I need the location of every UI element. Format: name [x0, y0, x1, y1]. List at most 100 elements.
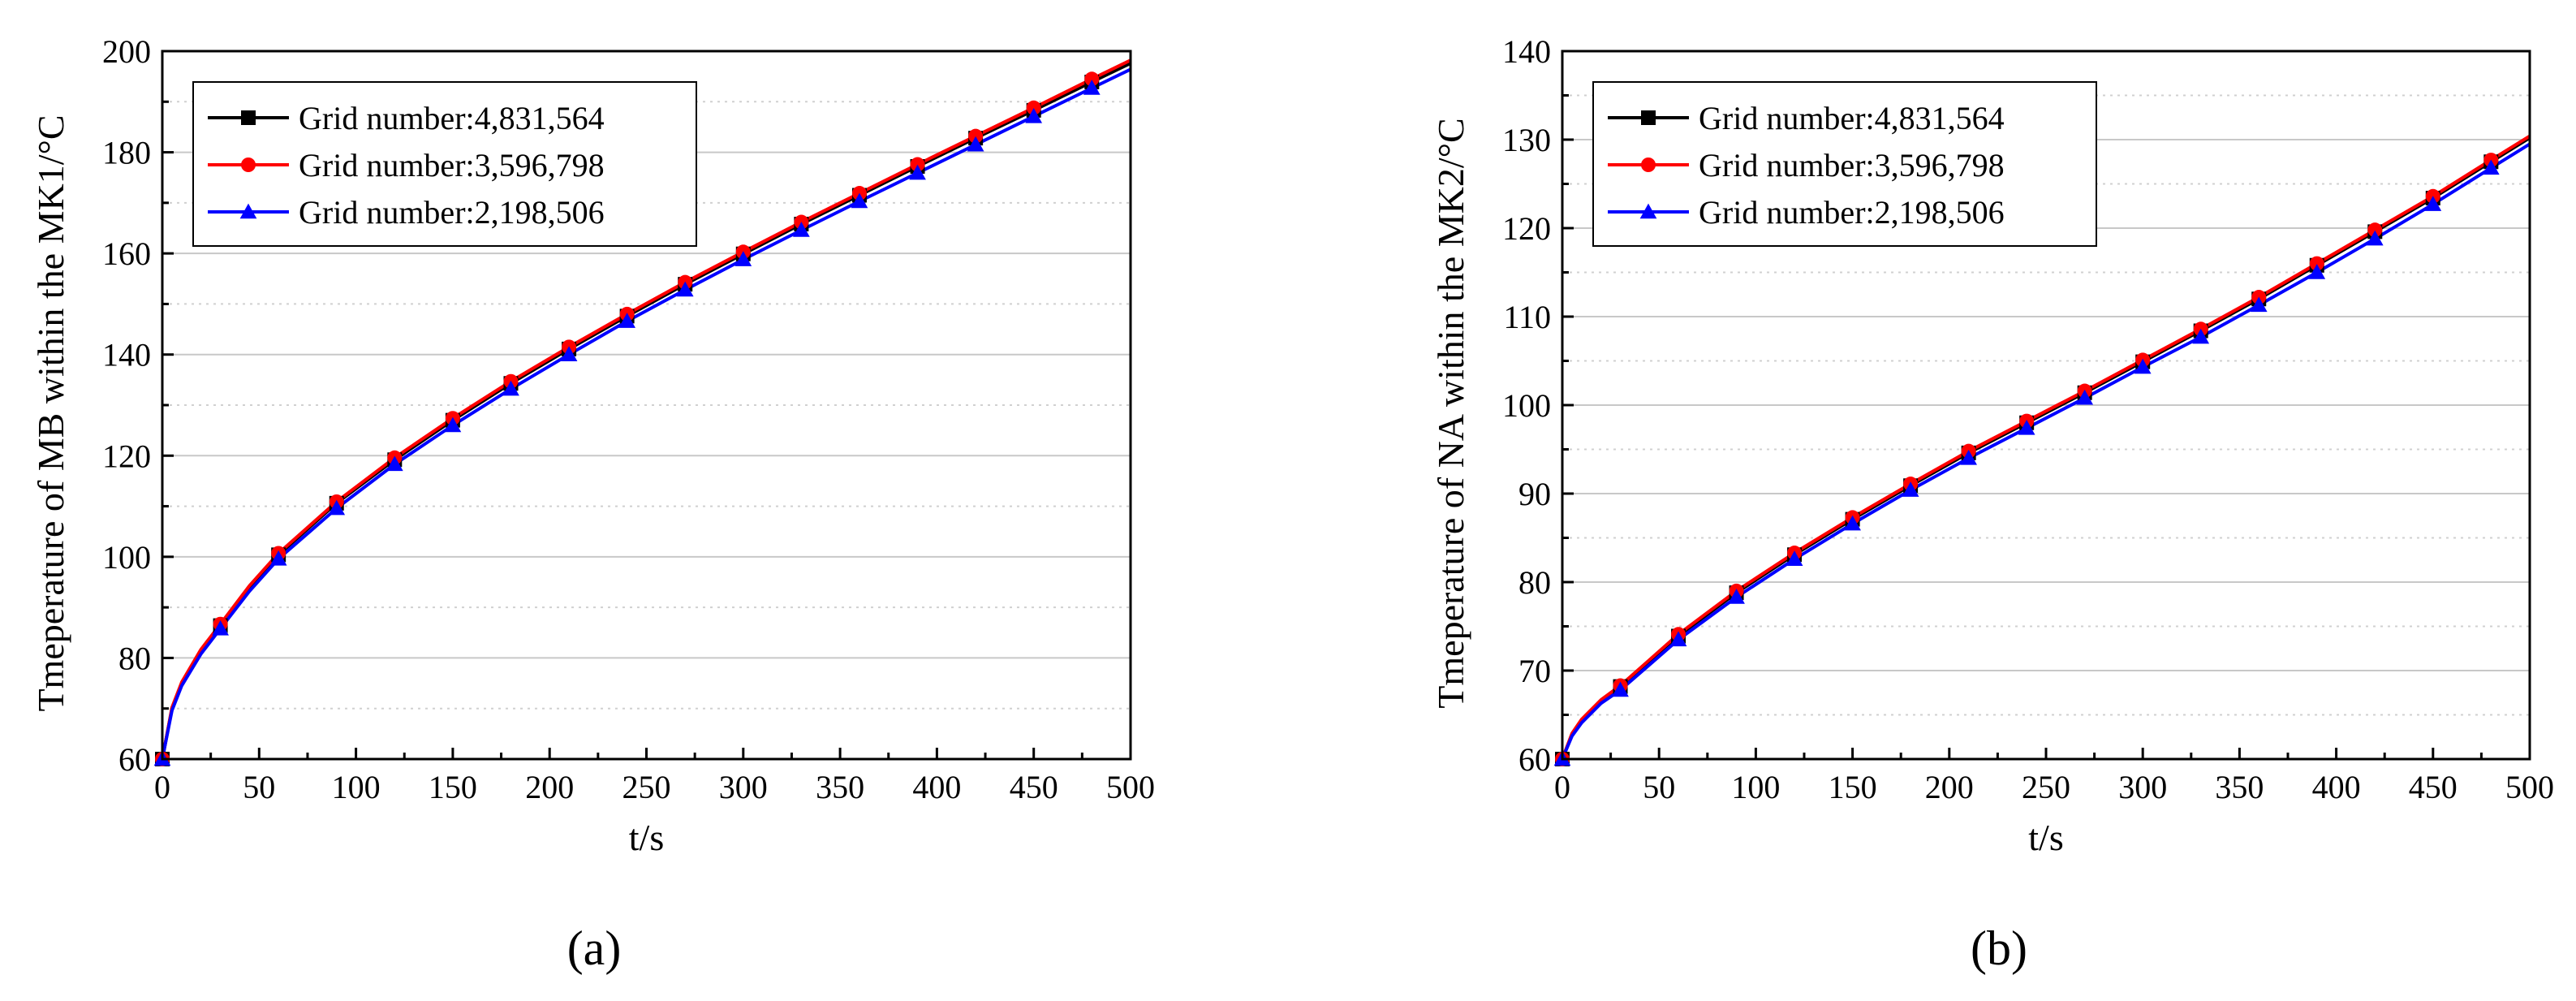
data-point-triangle — [851, 192, 868, 209]
x-tick-label: 200 — [525, 769, 574, 805]
data-point-triangle — [1025, 107, 1043, 123]
y-tick-label: 100 — [102, 539, 151, 576]
legend-entry-grid-2198506: Grid number:2,198,506 — [1608, 194, 2005, 231]
legend-marker-triangle — [1639, 203, 1657, 219]
y-tick-label: 60 — [1518, 741, 1551, 778]
x-tick-label: 350 — [816, 769, 864, 805]
legend-entry-grid-3596798: Grid number:3,596,798 — [1608, 147, 2005, 183]
axis-ticks: 0 50 100 150 200 250 300 350 400 450 500 60 80 100 120… — [102, 33, 1155, 805]
x-tick-label: 450 — [2409, 769, 2458, 805]
legend-entry-grid-3596798: Grid number:3,596,798 — [208, 147, 605, 183]
y-axis-title: Tmeperature of NA within the MK2/°C — [1430, 118, 1471, 708]
x-tick-label: 100 — [332, 769, 381, 805]
y-tick-label: 110 — [1503, 299, 1551, 335]
data-point-triangle — [2192, 328, 2210, 344]
data-point-triangle — [386, 455, 403, 472]
x-tick-label: 450 — [1010, 769, 1058, 805]
data-point-circle — [968, 128, 984, 144]
data-point-triangle — [212, 619, 229, 636]
data-point-triangle — [328, 499, 346, 516]
data-point-triangle — [909, 164, 926, 180]
legend-label: Grid number:4,831,564 — [1699, 100, 2005, 136]
y-axis-title: Tmeperature of MB within the MK1/°C — [30, 114, 71, 711]
data-point-triangle — [967, 136, 984, 152]
chart-panel-a: 0 50 100 150 200 250 300 350 400 450 500 60 80 100 120… — [30, 33, 1155, 975]
y-tick-label: 100 — [1502, 387, 1551, 424]
data-point-triangle — [269, 550, 287, 566]
x-tick-label: 150 — [429, 769, 477, 805]
legend-marker-circle — [241, 157, 256, 172]
y-tick-label: 80 — [118, 640, 151, 676]
data-point-triangle — [1083, 80, 1101, 95]
legend-entry-grid-4831564: Grid number:4,831,564 — [208, 100, 605, 136]
panel-label-a: (a) — [567, 921, 622, 975]
data-point-triangle — [2482, 159, 2500, 175]
y-tick-label: 120 — [102, 438, 151, 474]
legend-marker-square — [1641, 110, 1656, 125]
x-tick-label: 400 — [912, 769, 961, 805]
data-point-triangle — [2250, 296, 2268, 313]
axis-ticks: 0 50 100 150 200 250 300 350 400 450 500 60 70 80 90 10… — [1502, 33, 2554, 805]
x-tick-label: 150 — [1829, 769, 1877, 805]
data-point-triangle — [1669, 631, 1687, 647]
legend-marker-triangle — [239, 203, 257, 219]
data-point-triangle — [1960, 450, 1977, 465]
x-tick-label: 50 — [1643, 769, 1675, 805]
x-tick-label: 250 — [2022, 769, 2070, 805]
panel-label-b: (b) — [1971, 921, 2027, 975]
data-point-triangle — [1844, 515, 1861, 531]
data-point-triangle — [618, 313, 635, 328]
legend: Grid number:4,831,564 Grid number:3,596,… — [192, 81, 697, 247]
y-tick-label: 90 — [1518, 476, 1551, 512]
x-tick-label: 100 — [1731, 769, 1780, 805]
legend-label: Grid number:2,198,506 — [299, 194, 605, 231]
chart-panel-b: 0 50 100 150 200 250 300 350 400 450 500 60 70 80 90 10… — [1430, 33, 2554, 975]
data-point-triangle — [1612, 681, 1629, 697]
data-point-circle — [1026, 100, 1041, 115]
data-point-triangle — [734, 251, 752, 266]
y-tick-label: 70 — [1518, 653, 1551, 689]
legend-label: Grid number:3,596,798 — [299, 147, 605, 183]
y-tick-label: 80 — [1518, 564, 1551, 601]
y-tick-label: 140 — [102, 337, 151, 373]
x-tick-label: 200 — [1925, 769, 1974, 805]
y-tick-label: 180 — [102, 135, 151, 171]
x-tick-label: 300 — [2118, 769, 2167, 805]
y-tick-label: 60 — [118, 741, 151, 778]
data-point-triangle — [2076, 389, 2094, 405]
legend-marker-circle — [1641, 157, 1656, 172]
x-tick-label: 400 — [2312, 769, 2361, 805]
data-point-circle — [1084, 71, 1100, 87]
series-markers — [1553, 153, 2500, 766]
legend-marker-square — [241, 110, 256, 125]
y-tick-label: 130 — [1502, 122, 1551, 158]
data-point-triangle — [444, 416, 462, 433]
x-tick-label: 250 — [622, 769, 671, 805]
legend-label: Grid number:2,198,506 — [1699, 194, 2005, 231]
x-tick-label: 0 — [1554, 769, 1570, 805]
series-line-3 — [161, 67, 1131, 760]
legend-entry-grid-2198506: Grid number:2,198,506 — [208, 194, 605, 231]
legend-label: Grid number:4,831,564 — [299, 100, 605, 136]
data-point-triangle — [2134, 358, 2152, 374]
x-tick-label: 500 — [1106, 769, 1155, 805]
x-axis-title: t/s — [2028, 817, 2063, 858]
data-point-circle — [2309, 256, 2324, 271]
data-point-circle — [2367, 222, 2383, 238]
data-point-triangle — [793, 222, 810, 237]
y-tick-label: 200 — [102, 33, 151, 70]
x-tick-label: 350 — [2215, 769, 2264, 805]
data-point-triangle — [676, 281, 694, 297]
x-tick-label: 0 — [154, 769, 170, 805]
data-point-triangle — [502, 380, 519, 396]
legend-entry-grid-4831564: Grid number:4,831,564 — [1608, 100, 2005, 136]
data-point-triangle — [1786, 550, 1803, 566]
y-tick-label: 140 — [1502, 33, 1551, 70]
data-point-triangle — [2308, 264, 2326, 279]
x-tick-label: 300 — [719, 769, 768, 805]
data-point-circle — [910, 157, 925, 172]
data-point-triangle — [1902, 481, 1919, 497]
data-point-triangle — [2366, 230, 2384, 246]
x-axis-title: t/s — [629, 817, 664, 858]
